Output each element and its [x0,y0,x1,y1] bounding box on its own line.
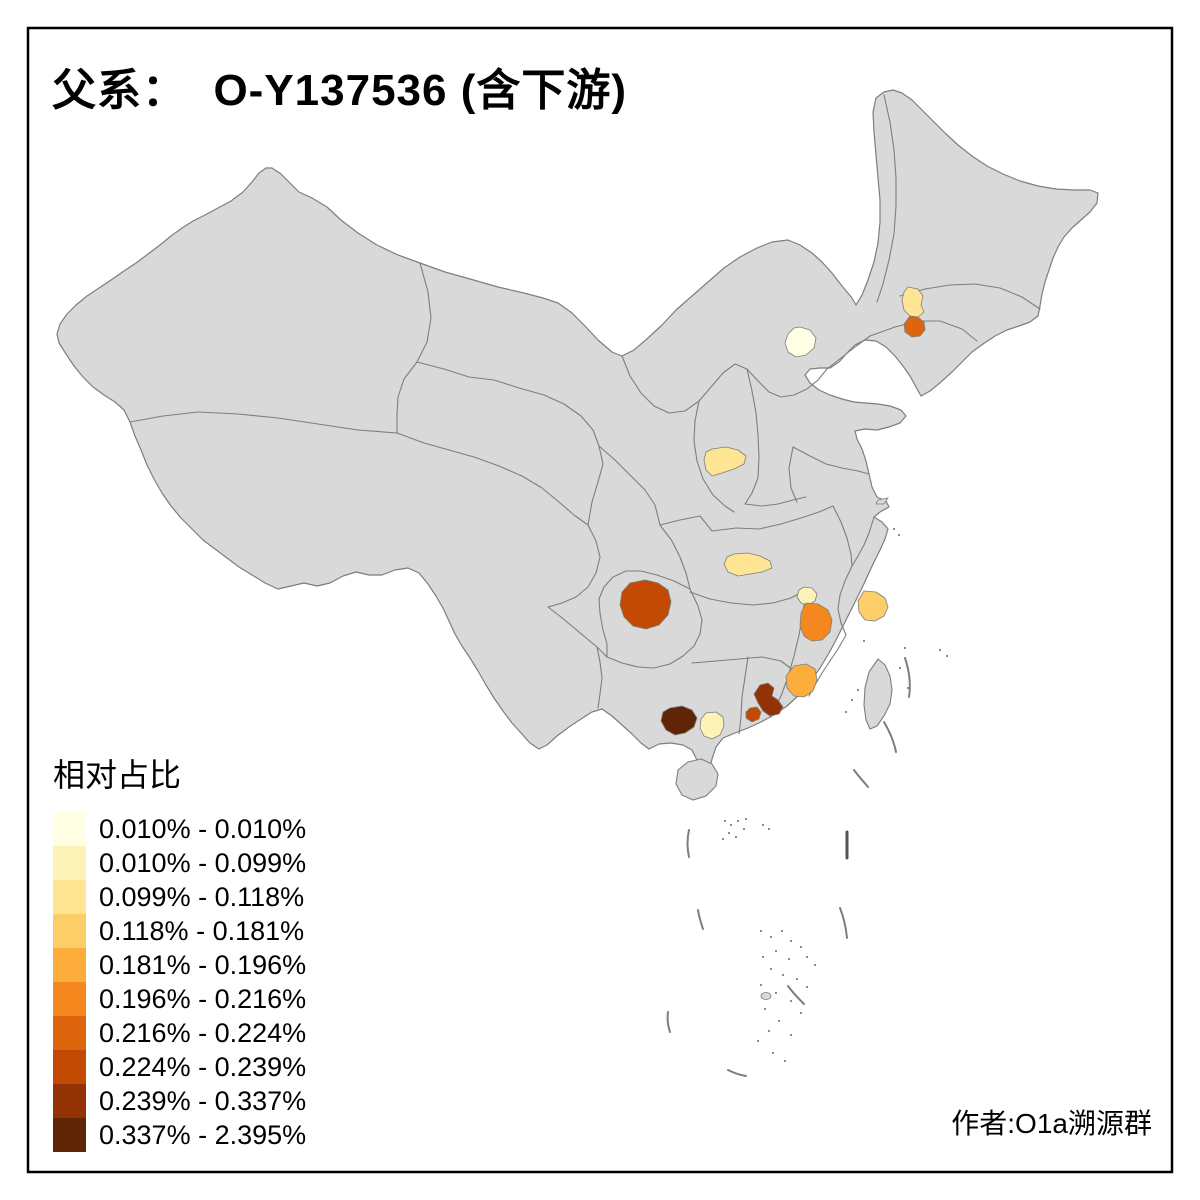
region-guangxi-southwest [660,705,698,736]
legend-range-label: 0.181% - 0.196% [99,949,307,980]
region-beijing [784,326,817,358]
legend-item: 0.337% - 2.395% [53,1118,306,1152]
map-frame [26,26,1174,1174]
legend-range-label: 0.216% - 0.224% [99,1017,307,1048]
legend-item: 0.099% - 0.118% [53,880,306,914]
legend-range-label: 0.010% - 0.099% [99,847,307,878]
legend-item: 0.118% - 0.181% [53,914,306,948]
legend-color-swatch [53,812,86,846]
legend-color-swatch [53,914,86,948]
legend: 相对占比 0.010% - 0.010% 0.010% - 0.099% 0.099… [53,750,306,1152]
legend-range-label: 0.196% - 0.216% [99,983,307,1014]
page-title: 父系： O-Y137536 (含下游) [52,66,628,115]
region-zhejiang-central [857,590,889,622]
legend-item: 0.010% - 0.010% [53,812,306,846]
legend-item: 0.196% - 0.216% [53,982,306,1016]
taiwan-island [863,658,893,730]
small-south-island [760,992,772,1000]
islet-dots [722,528,948,1062]
region-jiangxi-west [799,602,833,642]
legend-color-swatch [53,846,86,880]
legend-color-swatch [53,880,86,914]
region-shanxi-south [703,446,747,477]
legend-title: 相对占比 [53,757,182,793]
legend-color-swatch [53,982,86,1016]
legend-range-label: 0.118% - 0.181% [99,915,305,946]
legend-list: 0.010% - 0.010% 0.010% - 0.099% 0.099% - 0… [53,812,306,1152]
author-credit: 作者:O1a溯源群 [951,1108,1152,1139]
legend-color-swatch [53,948,86,982]
region-guizhou-central [619,579,672,630]
legend-color-swatch [53,1084,86,1118]
legend-range-label: 0.010% - 0.010% [99,813,307,844]
colored-regions [619,286,926,740]
legend-item: 0.239% - 0.337% [53,1084,306,1118]
legend-color-swatch [53,1016,86,1050]
legend-item: 0.181% - 0.196% [53,948,306,982]
legend-color-swatch [53,1118,86,1152]
china-mainland-outline [56,89,1099,781]
chongming-island [875,497,889,505]
legend-color-swatch [53,1050,86,1084]
legend-range-label: 0.337% - 2.395% [99,1119,307,1150]
islands [675,497,893,1000]
legend-item: 0.010% - 0.099% [53,846,306,880]
legend-range-label: 0.224% - 0.239% [99,1051,307,1082]
region-liaoning-south [903,315,926,338]
legend-range-label: 0.239% - 0.337% [99,1085,307,1116]
legend-range-label: 0.099% - 0.118% [99,881,305,912]
nine-dash-line [666,657,911,1077]
legend-item: 0.216% - 0.224% [53,1016,306,1050]
legend-item: 0.224% - 0.239% [53,1050,306,1084]
region-guangdong-foshan [745,706,762,723]
region-hubei-northwest [723,552,773,577]
region-guangxi-south [699,711,725,740]
hainan-island [675,758,719,801]
region-guangdong-east [785,663,818,698]
region-guangdong-guangzhou [753,682,784,717]
